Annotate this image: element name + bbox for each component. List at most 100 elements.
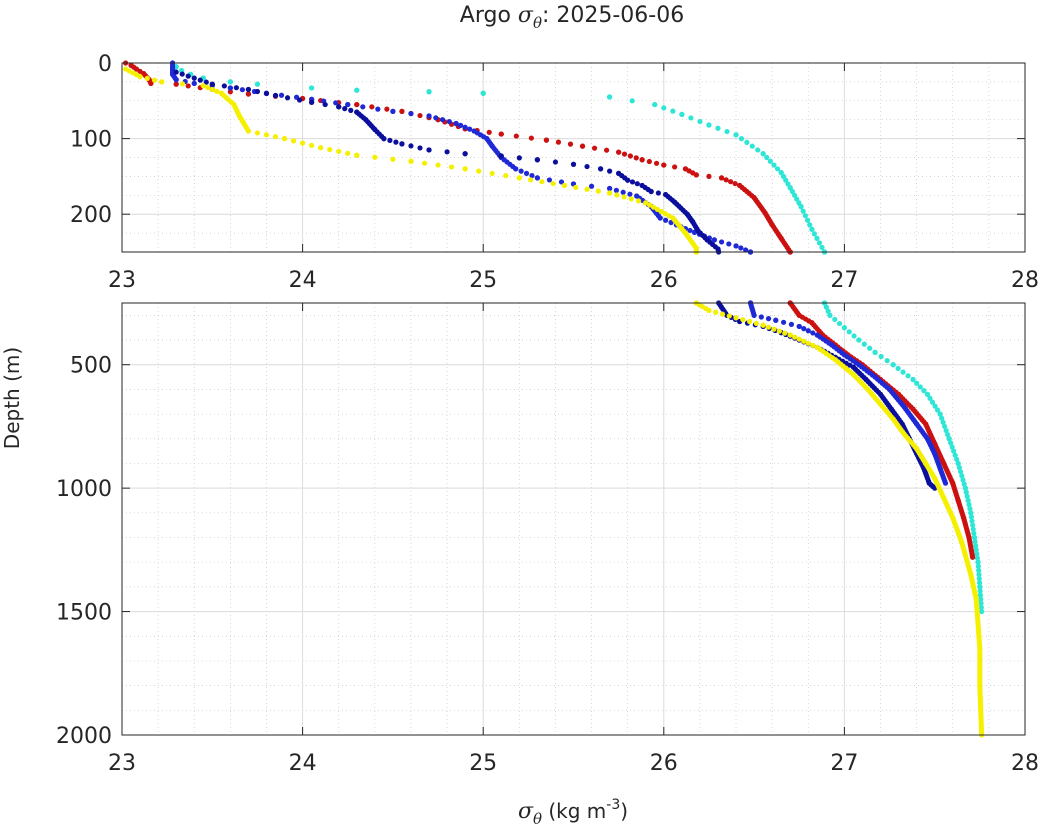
data-point-cyan — [977, 584, 983, 590]
data-point-cyan — [878, 353, 884, 360]
data-point-yellow — [179, 81, 186, 87]
data-point-cyan — [744, 139, 750, 145]
data-point-blue — [345, 101, 351, 108]
data-point-yellow — [805, 340, 811, 346]
data-point-navy — [185, 73, 191, 79]
data-point-navy — [284, 95, 291, 101]
data-point-blue — [333, 100, 339, 106]
data-point-cyan — [832, 316, 838, 323]
data-point-cyan — [884, 358, 890, 364]
data-point-yellow — [205, 84, 211, 91]
data-point-navy — [634, 181, 640, 187]
x-tick-label: 25 — [469, 751, 497, 776]
data-point-cyan — [976, 580, 983, 586]
data-point-navy — [309, 99, 315, 105]
data-point-blue — [278, 92, 285, 98]
data-point-navy — [336, 104, 342, 110]
data-point-cyan — [978, 604, 984, 611]
x-tick-label: 24 — [289, 268, 317, 293]
lower-plot-area — [122, 303, 1025, 735]
data-point-navy — [584, 163, 590, 170]
data-point-cyan — [978, 600, 984, 606]
data-point-cyan — [978, 596, 984, 602]
data-point-cyan — [787, 185, 793, 191]
data-point-red — [486, 129, 492, 135]
data-point-cyan — [809, 226, 815, 232]
data-point-cyan — [954, 456, 960, 462]
data-point-blue — [607, 185, 613, 192]
data-point-cyan — [760, 151, 766, 157]
data-point-cyan — [254, 81, 261, 87]
data-point-blue — [453, 120, 459, 127]
data-point-cyan — [607, 94, 613, 100]
data-point-yellow — [318, 145, 324, 151]
data-point-cyan — [738, 136, 745, 142]
data-point-cyan — [706, 122, 712, 128]
data-point-yellow — [476, 168, 482, 174]
data-point-blue — [718, 239, 725, 245]
data-point-yellow — [214, 88, 220, 94]
data-point-red — [723, 177, 729, 183]
data-point-cyan — [697, 118, 703, 125]
data-point-cyan — [764, 154, 770, 161]
data-point-red — [567, 141, 574, 147]
data-point-yellow — [753, 320, 759, 326]
data-point-navy — [648, 188, 654, 195]
data-point-cyan — [977, 588, 983, 594]
data-point-cyan — [426, 89, 432, 95]
data-point-cyan — [971, 530, 977, 537]
data-point-blue — [433, 115, 439, 121]
data-point-blue — [711, 237, 717, 243]
data-point-blue — [942, 480, 949, 486]
data-point-blue — [360, 104, 366, 110]
data-point-blue — [426, 113, 432, 119]
data-point-navy — [444, 149, 450, 155]
data-point-red — [148, 80, 154, 87]
data-point-cyan — [804, 217, 811, 223]
data-point-yellow — [746, 318, 753, 325]
data-point-cyan — [921, 388, 927, 394]
data-point-cyan — [960, 477, 966, 483]
data-point-cyan — [688, 115, 694, 121]
data-point-navy — [552, 159, 559, 165]
data-point-blue — [613, 187, 619, 193]
data-point-cyan — [973, 547, 979, 553]
x-tick-label: 23 — [108, 268, 136, 293]
data-point-red — [417, 112, 423, 119]
data-point-yellow — [137, 74, 143, 80]
data-point-yellow — [787, 332, 793, 338]
data-point-cyan — [940, 419, 946, 425]
data-point-blue — [375, 106, 381, 112]
data-point-navy — [607, 168, 613, 174]
data-point-red — [185, 83, 191, 89]
data-point-navy — [254, 88, 261, 95]
data-point-blue — [801, 326, 807, 332]
data-point-navy — [462, 151, 468, 157]
data-point-yellow — [390, 156, 396, 162]
data-point-cyan — [924, 391, 931, 397]
data-point-yellow — [792, 334, 798, 340]
data-point-red — [653, 160, 660, 166]
data-point-cyan — [823, 304, 829, 310]
data-point-blue — [439, 117, 446, 123]
data-point-blue — [743, 247, 749, 253]
data-point-cyan — [814, 235, 820, 241]
lower-axes-box — [121, 302, 1026, 736]
data-point-cyan — [867, 345, 873, 351]
data-point-navy — [197, 77, 203, 83]
lower-data-points — [693, 300, 985, 738]
data-point-cyan — [977, 592, 984, 598]
data-point-red — [604, 147, 610, 153]
data-point-blue — [780, 319, 787, 325]
data-point-navy — [629, 179, 636, 185]
data-point-cyan — [841, 325, 848, 331]
data-point-cyan — [780, 173, 787, 179]
data-point-blue — [751, 312, 757, 318]
data-point-cyan — [749, 143, 755, 149]
data-point-navy — [655, 190, 661, 196]
data-point-yellow — [706, 307, 712, 314]
data-point-yellow — [635, 198, 642, 204]
data-point-cyan — [910, 376, 916, 383]
data-point-yellow — [771, 326, 777, 332]
data-point-red — [354, 101, 360, 108]
